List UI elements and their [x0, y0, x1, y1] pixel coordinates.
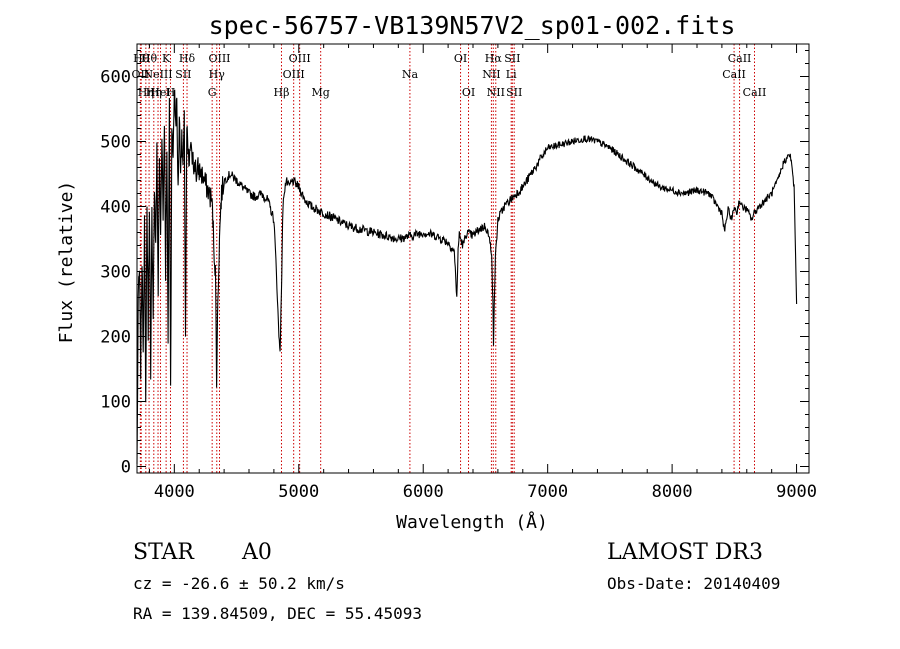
object-class: STAR — [133, 540, 194, 565]
plot-frame — [136, 43, 810, 474]
line-label-15: OIII — [283, 68, 305, 81]
line-label-22: Hα — [485, 52, 503, 65]
line-label-2: Hη — [138, 86, 154, 99]
y-tick-label: 500 — [100, 133, 131, 153]
line-label-6: HeI — [150, 86, 170, 99]
line-label-21: NII — [482, 68, 500, 81]
redshift-cz: cz = -26.6 ± 50.2 km/s — [133, 574, 345, 593]
y-axis-ticks: 0 100 200 300 400 500 600 — [100, 50, 809, 478]
line-label-25: SII — [504, 52, 520, 65]
y-tick-label: 300 — [100, 263, 131, 283]
survey-name: LAMOST DR3 — [607, 540, 763, 565]
line-label-8: H — [166, 86, 176, 99]
x-tick-label: 8000 — [652, 482, 693, 502]
x-axis-label: Wavelength (Å) — [396, 511, 548, 533]
line-label-20: OI — [462, 86, 475, 99]
line-label-9: SII — [175, 68, 191, 81]
line-label-27: CaII — [722, 68, 746, 81]
line-label-18: Na — [402, 68, 419, 81]
y-tick-label: 400 — [100, 198, 131, 218]
x-tick-label: 4000 — [154, 482, 195, 502]
line-label-3: Hθ — [141, 52, 158, 65]
emission-line-labels: HθOIIHηHθHηNeIIIHeIKHSIIHδGHγOIIIHβOIIIO… — [132, 52, 767, 99]
x-tick-label: 7000 — [527, 482, 568, 502]
y-tick-label: 0 — [121, 458, 131, 478]
x-tick-label: 9000 — [776, 482, 817, 502]
y-axis-label: Flux (relative) — [56, 181, 77, 344]
chart-title: spec-56757-VB139N57V2_sp01-002.fits — [209, 11, 736, 40]
x-axis-ticks: 4000 5000 6000 7000 8000 9000 — [148, 44, 817, 502]
line-label-29: CaII — [743, 86, 767, 99]
line-label-17: Mg — [312, 86, 330, 99]
line-label-10: Hδ — [179, 52, 196, 65]
line-label-23: NII — [487, 86, 505, 99]
line-label-12: Hγ — [209, 68, 226, 81]
line-label-19: OI — [454, 52, 467, 65]
line-label-1: OII — [132, 68, 150, 81]
observation-date: Obs-Date: 20140409 — [607, 574, 781, 593]
y-tick-label: 600 — [100, 68, 131, 88]
y-tick-label: 100 — [100, 393, 131, 413]
line-label-14: Hβ — [274, 86, 290, 99]
line-label-13: OIII — [208, 52, 230, 65]
y-tick-label: 200 — [100, 328, 131, 348]
ra-dec-coordinates: RA = 139.84509, DEC = 55.45093 — [133, 604, 422, 623]
x-tick-label: 6000 — [403, 482, 444, 502]
line-label-11: G — [208, 86, 217, 99]
line-label-16: OIII — [289, 52, 311, 65]
line-label-26: SII — [506, 86, 522, 99]
emission-line-markers — [139, 44, 755, 473]
line-label-4: Hη — [146, 86, 162, 99]
line-label-7: K — [162, 52, 171, 65]
line-label-24: Li — [506, 68, 517, 81]
object-subclass: A0 — [242, 540, 272, 565]
line-label-5: NeIII — [143, 68, 172, 81]
line-label-28: CaII — [728, 52, 752, 65]
spectrum-line — [136, 89, 798, 465]
x-tick-label: 5000 — [278, 482, 319, 502]
